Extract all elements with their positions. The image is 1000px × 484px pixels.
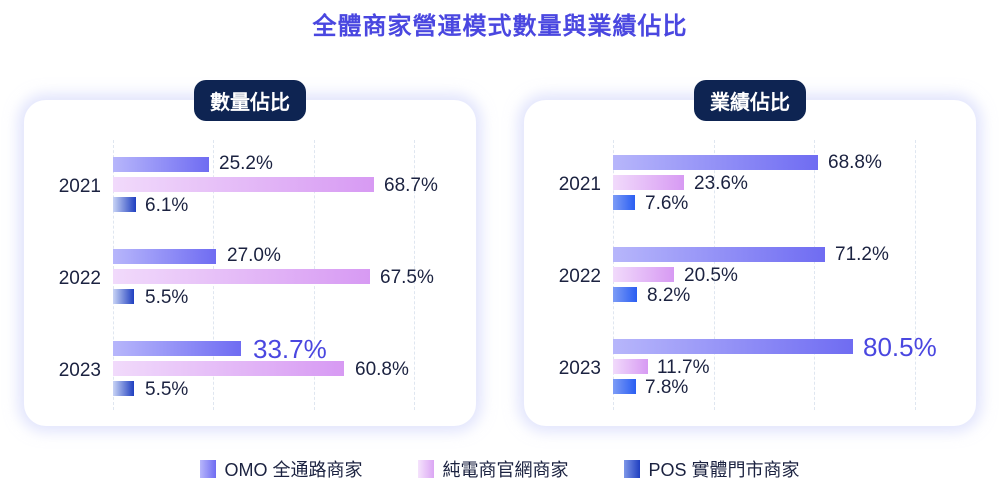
year-label: 2021 [58,176,101,197]
gridline [714,140,715,410]
value-label: 60.8% [355,359,409,380]
legend: OMO 全通路商家 純電商官網商家 POS 實體門市商家 [0,456,1000,482]
gridline [414,140,415,410]
legend-swatch-omo [200,460,217,478]
legend-swatch-ecommerce [418,460,435,478]
bar-omo [113,249,216,264]
bar-ecommerce [113,177,374,192]
year-label: 2022 [558,266,601,287]
legend-item-omo: OMO 全通路商家 [200,456,362,482]
bar-pos [113,381,134,396]
value-label: 68.8% [828,152,882,173]
year-label: 2023 [58,360,101,381]
legend-label: 純電商官網商家 [442,460,569,480]
count-share-panel: 數量佔比 2021 25.2% 68.7% 6.1% 2022 27.0% 67… [24,80,476,426]
gridline [814,140,815,410]
legend-label: POS 實體門市商家 [648,460,800,480]
bar-pos [113,197,136,212]
gridline [915,140,916,410]
bar-pos [613,379,636,394]
value-label: 5.5% [145,379,189,400]
bar-omo [113,157,209,172]
value-label: 23.6% [694,173,748,194]
bar-ecommerce [113,361,344,376]
bar-omo [613,247,825,262]
legend-label: OMO 全通路商家 [224,460,363,480]
bar-pos [613,195,635,210]
bar-omo [613,155,818,170]
value-label: 27.0% [227,245,281,266]
highlight-value-label: 33.7% [253,334,327,364]
highlight-value-label: 80.5% [863,332,937,362]
value-label: 11.7% [657,357,710,378]
value-label: 71.2% [835,244,889,265]
legend-item-ecommerce: 純電商官網商家 [418,456,568,482]
value-label: 7.6% [645,193,689,214]
value-label: 20.5% [684,265,738,286]
revenue-share-badge: 業績佔比 [694,80,806,121]
bar-pos [613,287,637,302]
value-label: 7.8% [645,377,689,398]
bar-omo [113,341,241,356]
value-label: 8.2% [647,285,691,306]
value-label: 68.7% [384,175,438,196]
year-label: 2023 [558,358,601,379]
legend-item-pos: POS 實體門市商家 [624,456,800,482]
count-share-badge: 數量佔比 [194,80,306,121]
bar-ecommerce [113,269,370,284]
bar-ecommerce [613,359,648,374]
year-label: 2022 [58,268,101,289]
value-label: 67.5% [380,267,434,288]
value-label: 6.1% [145,195,189,216]
value-label: 5.5% [145,287,189,308]
bar-omo [613,339,853,354]
year-label: 2021 [558,174,601,195]
bar-ecommerce [613,267,674,282]
legend-swatch-pos [624,460,641,478]
value-label: 25.2% [219,153,273,174]
bar-ecommerce [613,175,684,190]
chart-title: 全體商家營運模式數量與業績佔比 [312,12,688,40]
revenue-share-panel: 業績佔比 2021 68.8% 23.6% 7.6% 2022 71.2% 20… [524,80,976,426]
bar-pos [113,289,134,304]
